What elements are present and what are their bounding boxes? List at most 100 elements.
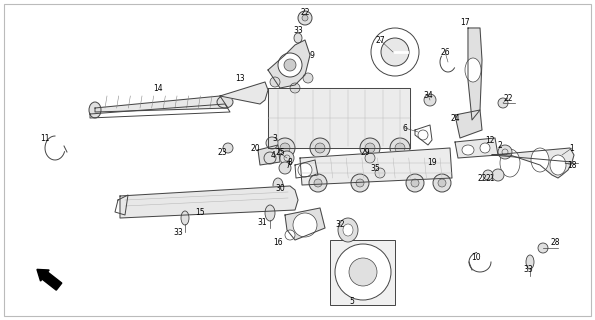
Ellipse shape (279, 162, 291, 174)
Ellipse shape (302, 15, 308, 21)
Text: 20: 20 (250, 143, 260, 153)
Ellipse shape (290, 83, 300, 93)
Text: 30: 30 (275, 183, 285, 193)
Text: 31: 31 (257, 218, 267, 227)
Text: 6: 6 (403, 124, 408, 132)
Ellipse shape (531, 148, 549, 172)
Ellipse shape (335, 244, 391, 300)
Text: FR.: FR. (65, 274, 83, 291)
Text: 1: 1 (569, 143, 574, 153)
Ellipse shape (275, 138, 295, 158)
Text: 24: 24 (450, 114, 460, 123)
Polygon shape (300, 148, 452, 185)
Text: 26: 26 (440, 47, 450, 57)
Ellipse shape (298, 11, 312, 25)
Polygon shape (258, 145, 280, 165)
Polygon shape (268, 88, 410, 148)
Polygon shape (455, 110, 482, 138)
Text: 22: 22 (503, 93, 513, 102)
Ellipse shape (349, 258, 377, 286)
Text: 5: 5 (349, 298, 355, 307)
Ellipse shape (498, 145, 512, 159)
Text: 9: 9 (309, 51, 314, 60)
Ellipse shape (365, 153, 375, 163)
Text: 18: 18 (567, 161, 577, 170)
Polygon shape (220, 82, 268, 104)
Ellipse shape (338, 218, 358, 242)
Text: 27: 27 (375, 36, 385, 44)
Ellipse shape (266, 137, 278, 149)
Ellipse shape (438, 179, 446, 187)
Text: 33: 33 (523, 266, 533, 275)
Ellipse shape (285, 230, 295, 240)
Text: 15: 15 (195, 207, 205, 217)
FancyArrow shape (37, 269, 62, 290)
Text: 25: 25 (275, 148, 285, 156)
Ellipse shape (315, 143, 325, 153)
Ellipse shape (538, 243, 548, 253)
Text: 4: 4 (271, 150, 275, 159)
Ellipse shape (411, 179, 419, 187)
Text: 23: 23 (217, 148, 227, 156)
Ellipse shape (356, 179, 364, 187)
Bar (330, 240, 395, 305)
Ellipse shape (280, 143, 290, 153)
Text: 33: 33 (293, 26, 303, 35)
Ellipse shape (217, 96, 233, 108)
Ellipse shape (498, 98, 508, 108)
Text: 16: 16 (273, 237, 283, 246)
Ellipse shape (433, 174, 451, 192)
Ellipse shape (371, 28, 419, 76)
Ellipse shape (406, 174, 424, 192)
Text: 12: 12 (486, 135, 495, 145)
Ellipse shape (280, 151, 294, 165)
Text: 3: 3 (273, 133, 277, 142)
Text: 22: 22 (477, 173, 487, 182)
Text: 21: 21 (486, 173, 495, 182)
Text: 10: 10 (471, 253, 481, 262)
Ellipse shape (314, 179, 322, 187)
Ellipse shape (390, 138, 410, 158)
Ellipse shape (303, 73, 313, 83)
Ellipse shape (365, 143, 375, 153)
Text: 14: 14 (153, 84, 163, 92)
Text: 29: 29 (360, 148, 370, 156)
Text: 28: 28 (550, 237, 560, 246)
Polygon shape (268, 40, 310, 88)
Ellipse shape (381, 38, 409, 66)
Ellipse shape (278, 53, 302, 77)
Text: 13: 13 (235, 74, 245, 83)
Text: 32: 32 (335, 220, 345, 228)
Polygon shape (468, 28, 482, 120)
Ellipse shape (265, 205, 275, 221)
Text: 11: 11 (40, 133, 50, 142)
Ellipse shape (465, 58, 481, 82)
Ellipse shape (223, 143, 233, 153)
Ellipse shape (273, 178, 283, 192)
Text: 33: 33 (173, 228, 183, 236)
Polygon shape (455, 138, 498, 158)
Text: 17: 17 (460, 18, 470, 27)
Ellipse shape (500, 149, 520, 177)
Text: 7: 7 (286, 161, 290, 170)
Polygon shape (120, 186, 298, 218)
Ellipse shape (483, 170, 493, 180)
Ellipse shape (462, 145, 474, 155)
Ellipse shape (270, 77, 280, 87)
Text: 19: 19 (427, 157, 437, 166)
Ellipse shape (550, 155, 566, 175)
Ellipse shape (343, 224, 353, 236)
Ellipse shape (351, 174, 369, 192)
Ellipse shape (375, 168, 385, 178)
Polygon shape (285, 208, 325, 240)
Ellipse shape (309, 174, 327, 192)
Text: 2: 2 (497, 140, 502, 149)
Ellipse shape (298, 163, 312, 177)
Ellipse shape (492, 169, 504, 181)
Ellipse shape (264, 152, 276, 164)
Ellipse shape (480, 143, 490, 153)
Ellipse shape (418, 130, 428, 140)
Ellipse shape (294, 33, 302, 43)
Ellipse shape (310, 138, 330, 158)
Text: 34: 34 (423, 91, 433, 100)
